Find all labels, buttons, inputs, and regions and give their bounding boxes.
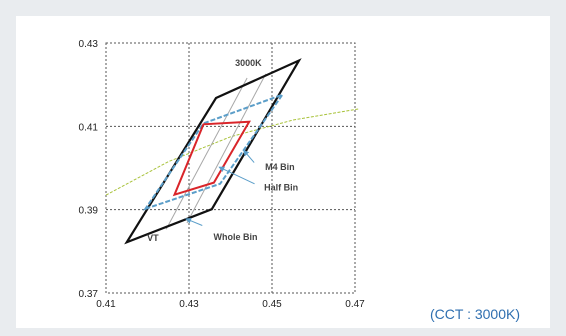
y-tick-label: 0.41 xyxy=(79,122,99,133)
y-tick-label: 0.39 xyxy=(79,206,99,217)
m4-bin-polygon xyxy=(172,120,251,197)
cct-caption: (CCT : 3000K) xyxy=(430,306,520,322)
annotation-label: Half Bin xyxy=(264,183,298,193)
vt-line xyxy=(165,77,248,230)
vt-line xyxy=(186,73,267,224)
annotation-label: 3000K xyxy=(235,58,262,68)
whole-bin-polygon xyxy=(124,58,302,245)
annotation-label: Whole Bin xyxy=(213,232,257,242)
y-tick-label: 0.37 xyxy=(79,289,99,300)
curves xyxy=(105,58,360,245)
x-tick-label: 0.41 xyxy=(96,299,116,310)
chart-panel: 0.41 0.43 0.45 0.47 0.37 0.39 0.41 0.43 3000K M4… xyxy=(16,16,550,328)
plot-area-frame xyxy=(105,42,356,294)
annotation-label: VT xyxy=(147,233,159,243)
planckian-locus-curve xyxy=(105,108,360,196)
annotation-label: M4 Bin xyxy=(265,162,295,172)
cie-chromaticity-chart: 0.41 0.43 0.45 0.47 0.37 0.39 0.41 0.43 3000K M4… xyxy=(79,39,366,310)
x-tick-label: 0.45 xyxy=(262,299,282,310)
annotations: 3000K M4 Bin Half Bin Whole Bin VT xyxy=(147,58,298,243)
grid-lines xyxy=(106,43,355,293)
half-bin-polygon xyxy=(142,92,286,211)
x-tick-label: 0.43 xyxy=(179,299,199,310)
pointer-arrow xyxy=(185,217,203,226)
pointer-arrow xyxy=(218,166,255,185)
tick-labels: 0.41 0.43 0.45 0.47 0.37 0.39 0.41 0.43 xyxy=(79,39,366,310)
x-tick-label: 0.47 xyxy=(345,299,365,310)
pointer-arrow xyxy=(243,149,255,163)
y-tick-label: 0.43 xyxy=(79,39,99,50)
